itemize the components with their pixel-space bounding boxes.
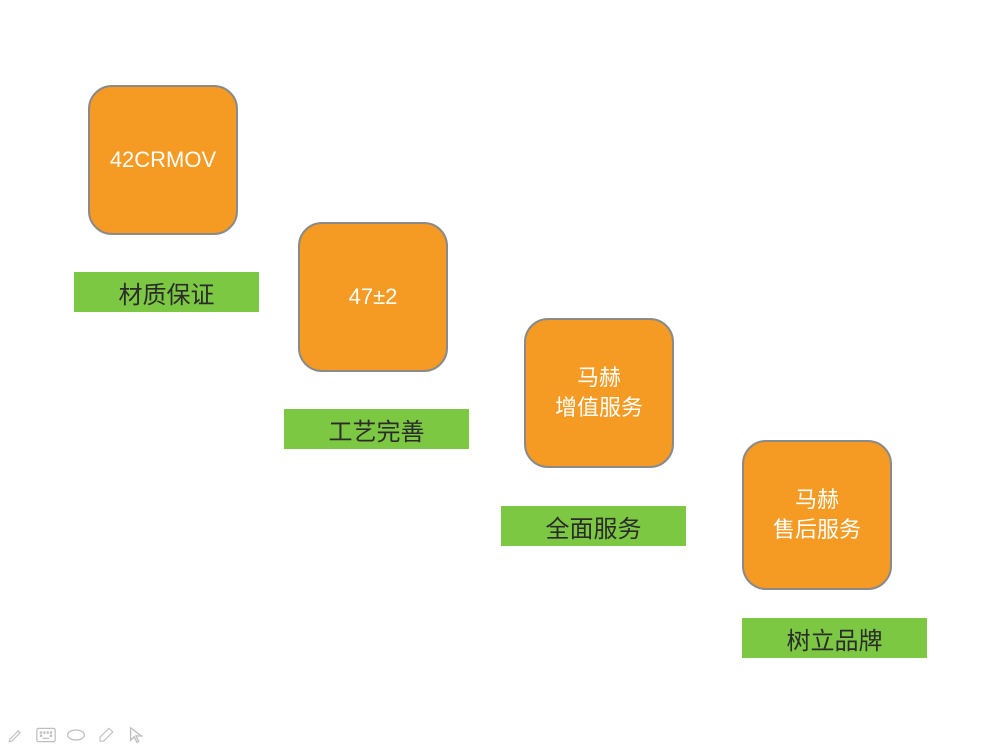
keyboard-icon[interactable] <box>36 725 56 745</box>
step-label-1: 材质保证 <box>74 272 259 312</box>
step-box-1: 42CRMOV <box>88 85 238 235</box>
step-box-2: 47±2 <box>298 222 448 372</box>
pencil-icon[interactable] <box>6 725 26 745</box>
diagram-stage: 42CRMOV 材质保证 47±2 工艺完善 马赫增值服务 全面服务 马赫售后服… <box>0 0 1007 751</box>
eraser-icon[interactable] <box>96 725 116 745</box>
step-label-4: 树立品牌 <box>742 618 927 658</box>
step-box-4: 马赫售后服务 <box>742 440 892 590</box>
step-label-3: 全面服务 <box>501 506 686 546</box>
step-box-3: 马赫增值服务 <box>524 318 674 468</box>
annotation-toolbar <box>6 725 146 745</box>
cursor-icon[interactable] <box>126 725 146 745</box>
oval-icon[interactable] <box>66 725 86 745</box>
step-label-2: 工艺完善 <box>284 409 469 449</box>
